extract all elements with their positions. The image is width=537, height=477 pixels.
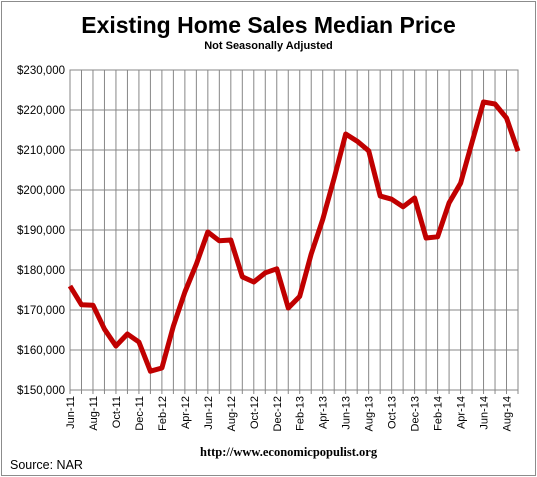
y-tick-label: $160,000	[17, 345, 65, 357]
x-tick-label: Oct-13	[387, 396, 399, 429]
x-tick-label: Jun-14	[479, 396, 491, 430]
x-tick-label: Apr-12	[180, 396, 192, 429]
y-tick-label: $170,000	[17, 305, 65, 317]
x-tick-label: Feb-12	[157, 396, 169, 431]
x-tick-label: Apr-14	[456, 396, 468, 429]
x-tick-label: Feb-14	[433, 396, 445, 431]
x-tick-label: Jun-12	[203, 396, 215, 430]
y-tick-label: $180,000	[17, 265, 65, 277]
source-note: Source: NAR	[10, 458, 83, 472]
y-tick-label: $230,000	[17, 65, 65, 77]
y-tick-label: $220,000	[17, 105, 65, 117]
series-line	[67, 99, 521, 374]
x-tick-label: Feb-13	[295, 396, 307, 431]
y-tick-label: $150,000	[17, 385, 65, 397]
y-tick-label: $190,000	[17, 225, 65, 237]
x-tick-label: Aug-12	[226, 396, 238, 431]
chart-subtitle: Not Seasonally Adjusted	[204, 40, 333, 52]
x-tick-label: Dec-12	[272, 396, 284, 431]
x-tick-label: Apr-13	[318, 396, 330, 429]
x-tick-label: Jun-13	[341, 396, 353, 430]
x-tick-label: Dec-11	[134, 396, 146, 431]
y-tick-label: $200,000	[17, 185, 65, 197]
x-tick-label: Oct-11	[111, 396, 123, 428]
y-tick-label: $210,000	[17, 145, 65, 157]
chart-title: Existing Home Sales Median Price	[81, 12, 456, 38]
x-tick-label: Aug-13	[364, 396, 376, 431]
x-tick-label: Jun-11	[65, 396, 77, 429]
x-tick-label: Oct-12	[249, 396, 261, 429]
x-tick-label: Aug-14	[502, 396, 514, 431]
x-tick-label: Aug-11	[88, 396, 100, 431]
source-url: http://www.economicpopulist.org	[200, 445, 378, 459]
x-tick-label: Dec-13	[410, 396, 422, 431]
